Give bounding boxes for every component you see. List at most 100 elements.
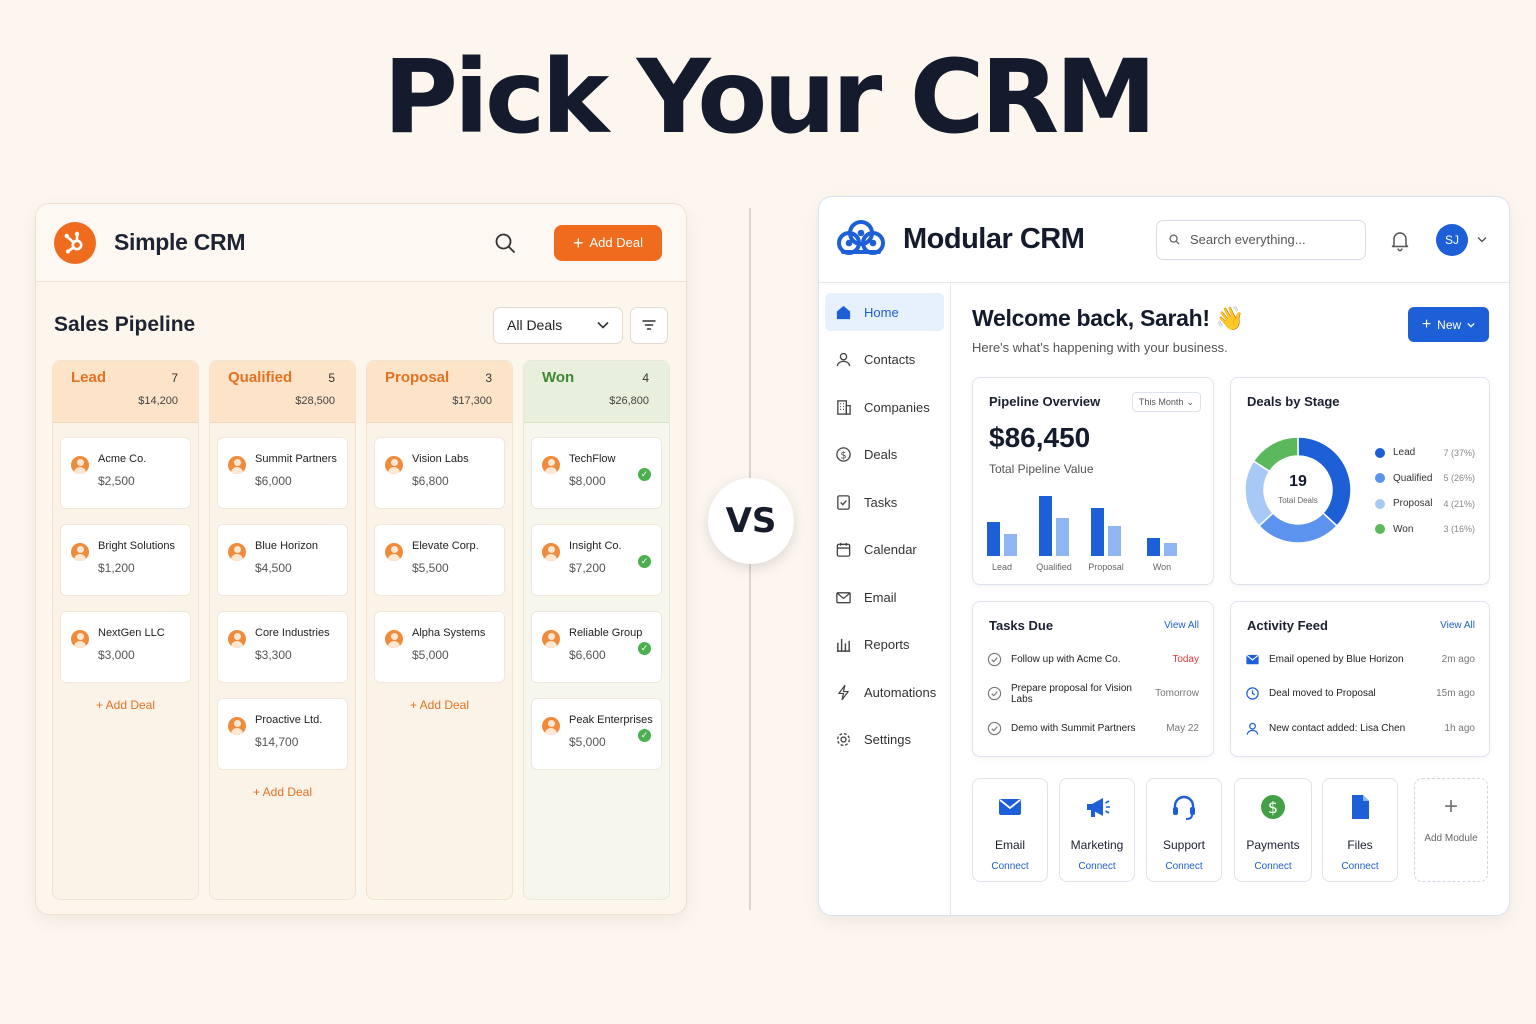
deal-card[interactable]: Peak Enterprises $5,000 ✓ [531, 698, 662, 770]
deal-card[interactable]: Proactive Ltd. $14,700 [217, 698, 348, 770]
chevron-down-icon[interactable] [1477, 236, 1487, 243]
deal-name: Peak Enterprises [569, 714, 653, 726]
deal-filter-select[interactable]: All Deals [493, 306, 623, 344]
column-name: Qualified [228, 369, 293, 386]
task-text: Prepare proposal for Vision Labs [1011, 682, 1132, 705]
deal-card[interactable]: Core Industries $3,300 [217, 611, 348, 683]
legend-dot [1375, 524, 1385, 535]
add-deal-label: Add Deal [262, 785, 313, 799]
envelope-icon [1246, 654, 1259, 664]
add-deal-label: Add Deal [105, 698, 156, 712]
module-support[interactable]: Support Connect [1146, 778, 1222, 882]
deal-name: Vision Labs [412, 453, 469, 465]
user-avatar[interactable]: SJ [1436, 223, 1468, 256]
sidebar-item-home[interactable]: Home [825, 293, 944, 331]
user-avatar-icon [71, 456, 89, 474]
sidebar-item-reports[interactable]: Reports [825, 626, 944, 664]
user-avatar-icon [228, 717, 246, 735]
activity-row[interactable]: Email opened by Blue Horizon 2m ago [1245, 648, 1475, 670]
deal-card[interactable]: Summit Partners $6,000 [217, 437, 348, 509]
deal-card[interactable]: Vision Labs $6,800 [374, 437, 505, 509]
module-connect-link[interactable]: Connect [991, 861, 1029, 872]
deal-card[interactable]: Insight Co. $7,200 ✓ [531, 524, 662, 596]
legend-value: 4 (21%) [1443, 498, 1475, 509]
search-input[interactable]: Search everything... [1156, 219, 1366, 260]
search-icon[interactable] [492, 230, 518, 256]
deal-card[interactable]: NextGen LLC $3,000 [60, 611, 191, 683]
task-due: May 22 [1166, 722, 1199, 734]
module-name: Marketing [1070, 838, 1124, 852]
pipeline-column-proposal: Proposal 3 $17,300 Vision Labs $6,800 El… [366, 360, 513, 900]
sidebar-item-tasks[interactable]: Tasks [825, 483, 944, 521]
filter-button[interactable] [630, 306, 668, 344]
sidebar-item-companies[interactable]: Companies [825, 388, 944, 426]
module-connect-link[interactable]: Connect [1165, 861, 1203, 872]
task-row[interactable]: Prepare proposal for Vision Labs Tomorrow [987, 683, 1199, 705]
user-avatar-icon [71, 630, 89, 648]
new-button[interactable]: + New [1408, 307, 1489, 342]
module-connect-link[interactable]: Connect [1341, 861, 1379, 872]
user-avatar-icon [542, 456, 560, 474]
deal-card[interactable]: Acme Co. $2,500 [60, 437, 191, 509]
dashboard-main: Welcome back, Sarah! 👋 Here's what's hap… [952, 283, 1509, 915]
deal-name: Summit Partners [255, 453, 337, 465]
sidebar-item-contacts[interactable]: Contacts [825, 341, 944, 379]
period-select[interactable]: This Month ⌄ [1131, 392, 1201, 412]
module-name: Payments [1246, 838, 1300, 852]
pipeline-column-qualified: Qualified 5 $28,500 Summit Partners $6,0… [209, 360, 356, 900]
sidebar-item-deals[interactable]: $ Deals [825, 436, 944, 474]
view-all-tasks-link[interactable]: View All [1164, 620, 1199, 631]
task-row[interactable]: Follow up with Acme Co. Today [987, 648, 1199, 670]
add-module-label: Add Module [1424, 833, 1478, 844]
task-row[interactable]: Demo with Summit Partners May 22 [987, 717, 1199, 739]
module-connect-link[interactable]: Connect [1078, 861, 1116, 872]
user-avatar-icon [385, 543, 403, 561]
module-name: Support [1162, 838, 1206, 852]
deal-name: NextGen LLC [98, 627, 165, 639]
pipeline-board: Lead 7 $14,200 Acme Co. $2,500 Bright So… [36, 360, 686, 900]
check-circle-icon[interactable] [987, 686, 1002, 701]
deal-name: Proactive Ltd. [255, 714, 323, 726]
add-module-button[interactable]: + Add Module [1414, 778, 1488, 882]
check-circle-icon[interactable] [987, 721, 1002, 736]
svg-text:$: $ [840, 450, 846, 461]
plus-icon: + [1421, 315, 1432, 333]
bar-qualified-2 [1056, 518, 1069, 556]
bell-icon[interactable] [1388, 228, 1412, 252]
deal-card[interactable]: TechFlow $8,000 ✓ [531, 437, 662, 509]
module-connect-link[interactable]: Connect [1254, 861, 1292, 872]
activity-row[interactable]: New contact added: Lisa Chen 1h ago [1245, 717, 1475, 739]
activity-row[interactable]: Deal moved to Proposal 15m ago [1245, 683, 1475, 705]
task-text: Follow up with Acme Co. [1011, 653, 1121, 665]
deal-card[interactable]: Alpha Systems $5,000 [374, 611, 505, 683]
app-title: Modular CRM [903, 223, 1085, 255]
module-email[interactable]: Email Connect [972, 778, 1048, 882]
view-all-activity-link[interactable]: View All [1440, 620, 1475, 631]
check-circle-icon[interactable] [987, 652, 1002, 667]
building-icon [837, 399, 851, 415]
module-marketing[interactable]: Marketing Connect [1059, 778, 1135, 882]
deal-card[interactable]: Bright Solutions $1,200 [60, 524, 191, 596]
activity-text: New contact added: Lisa Chen [1269, 722, 1406, 734]
module-payments[interactable]: $ Payments Connect [1234, 778, 1312, 882]
add-deal-link[interactable]: + Add Deal [95, 698, 156, 712]
deals-donut-chart [1244, 436, 1352, 544]
deal-card[interactable]: Elevate Corp. $5,500 [374, 524, 505, 596]
legend-label: Qualified [1393, 472, 1433, 484]
sidebar-item-settings[interactable]: Settings [825, 721, 944, 759]
sidebar-item-email[interactable]: Email [825, 578, 944, 616]
deal-filter-value: All Deals [507, 317, 563, 333]
add-deal-link[interactable]: + Add Deal [252, 785, 313, 799]
deal-value: $8,000 [569, 474, 606, 488]
legend-label: Won [1393, 523, 1414, 535]
welcome-heading: Welcome back, Sarah! 👋 [972, 305, 1245, 331]
sidebar-item-calendar[interactable]: Calendar [825, 531, 944, 569]
bar-label: Lead [991, 562, 1013, 572]
sidebar-item-automations[interactable]: Automations [825, 673, 944, 711]
deal-card[interactable]: Blue Horizon $4,500 [217, 524, 348, 596]
deals-by-stage-card: Deals by Stage 19 Total Deals Lead 7 (37%… [1230, 377, 1490, 585]
add-deal-link[interactable]: + Add Deal [409, 698, 470, 712]
module-files[interactable]: Files Connect [1322, 778, 1398, 882]
add-deal-button[interactable]: + Add Deal [554, 224, 662, 261]
deal-card[interactable]: Reliable Group $6,600 ✓ [531, 611, 662, 683]
